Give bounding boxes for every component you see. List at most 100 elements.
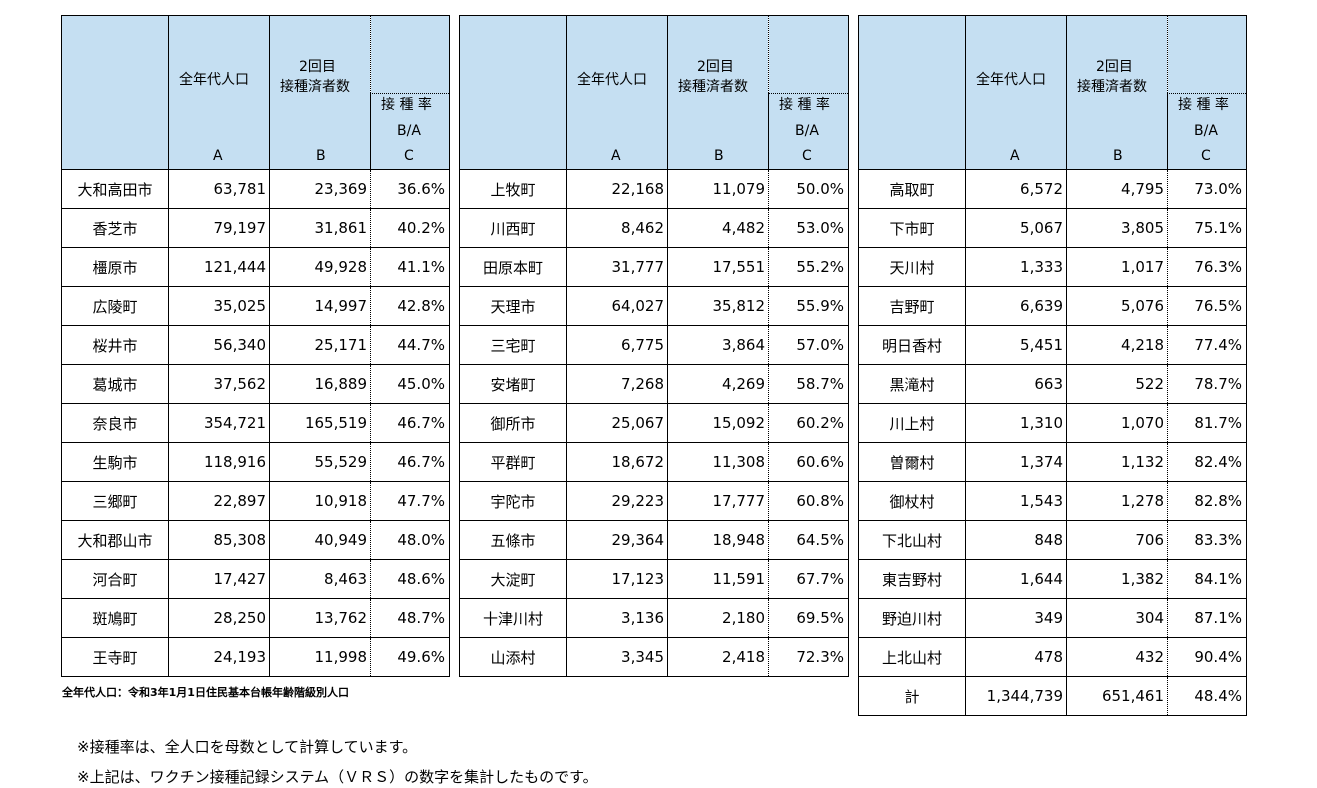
header-municipality <box>61 15 169 170</box>
population-cell: 478 <box>965 637 1067 677</box>
header-rate-line1: 接 種 率 <box>779 97 830 113</box>
header-rate-box <box>370 93 449 170</box>
population-cell: 25,067 <box>566 403 668 443</box>
header-col-a: A <box>1010 148 1020 164</box>
rate-cell: 82.4% <box>1167 442 1247 482</box>
table-1-body: 大和高田市 63,781 23,369 36.6% 香芝市 79,197 31,861 40… <box>61 169 450 677</box>
rate-cell: 81.7% <box>1167 403 1247 443</box>
population-cell: 6,775 <box>566 325 668 365</box>
population-cell: 6,639 <box>965 286 1067 326</box>
population-cell: 29,223 <box>566 481 668 521</box>
header-col-c: C <box>802 148 812 164</box>
table-row: 下北山村 848 706 83.3% <box>858 520 1247 560</box>
rate-cell: 73.0% <box>1167 169 1247 209</box>
header-population: 全年代人口 A <box>168 15 270 170</box>
header-col-c: C <box>404 148 414 164</box>
municipality-name: 川上村 <box>858 403 966 443</box>
rate-cell: 87.1% <box>1167 598 1247 638</box>
municipality-name: 御杖村 <box>858 481 966 521</box>
header-population-label: 全年代人口 <box>577 72 647 88</box>
second-dose-cell: 35,812 <box>667 286 769 326</box>
population-cell: 7,268 <box>566 364 668 404</box>
table-row: 三宅町 6,775 3,864 57.0% <box>459 325 849 365</box>
header-col-b: B <box>1113 148 1123 164</box>
rate-cell: 49.6% <box>370 637 450 677</box>
table-row: 野迫川村 349 304 87.1% <box>858 598 1247 638</box>
header-rate: 接 種 率 B/A C <box>768 15 849 170</box>
second-dose-cell: 15,092 <box>667 403 769 443</box>
population-cell: 63,781 <box>168 169 270 209</box>
table-row: 安堵町 7,268 4,269 58.7% <box>459 364 849 404</box>
population-cell: 22,897 <box>168 481 270 521</box>
municipality-name: 上牧町 <box>459 169 567 209</box>
second-dose-cell: 1,278 <box>1066 481 1168 521</box>
table-row: 生駒市 118,916 55,529 46.7% <box>61 442 450 482</box>
population-cell: 1,310 <box>965 403 1067 443</box>
table-row: 十津川村 3,136 2,180 69.5% <box>459 598 849 638</box>
population-cell: 354,721 <box>168 403 270 443</box>
population-cell: 5,067 <box>965 208 1067 248</box>
population-cell: 37,562 <box>168 364 270 404</box>
header-rate-box <box>768 93 848 170</box>
rate-cell: 78.7% <box>1167 364 1247 404</box>
population-cell: 85,308 <box>168 520 270 560</box>
rate-cell: 48.0% <box>370 520 450 560</box>
footnote-2: ※上記は、ワクチン接種記録システム（ＶＲＳ）の数字を集計したものです。 <box>77 768 598 786</box>
second-dose-cell: 304 <box>1066 598 1168 638</box>
rate-cell: 84.1% <box>1167 559 1247 599</box>
population-cell: 17,123 <box>566 559 668 599</box>
municipality-name: 宇陀市 <box>459 481 567 521</box>
second-dose-cell: 11,998 <box>269 637 371 677</box>
municipality-name: 山添村 <box>459 637 567 677</box>
municipality-name: 野迫川村 <box>858 598 966 638</box>
total-population: 1,344,739 <box>965 676 1067 716</box>
second-dose-cell: 706 <box>1066 520 1168 560</box>
rate-cell: 45.0% <box>370 364 450 404</box>
rate-cell: 69.5% <box>768 598 849 638</box>
table-header-row: 全年代人口 A 2回目 接種済者数 B 接 種 率 B/A C <box>459 15 849 170</box>
second-dose-cell: 522 <box>1066 364 1168 404</box>
vaccination-table-3: 全年代人口 A 2回目 接種済者数 B 接 種 率 B/A C 高取町 6,572… <box>858 15 1247 716</box>
rate-cell: 77.4% <box>1167 325 1247 365</box>
population-cell: 31,777 <box>566 247 668 287</box>
table-row: 桜井市 56,340 25,171 44.7% <box>61 325 450 365</box>
rate-cell: 48.6% <box>370 559 450 599</box>
second-dose-cell: 4,218 <box>1066 325 1168 365</box>
municipality-name: 御所市 <box>459 403 567 443</box>
rate-cell: 42.8% <box>370 286 450 326</box>
population-cell: 28,250 <box>168 598 270 638</box>
table-row: 田原本町 31,777 17,551 55.2% <box>459 247 849 287</box>
rate-cell: 53.0% <box>768 208 849 248</box>
header-rate-line1: 接 種 率 <box>381 97 432 113</box>
municipality-name: 天理市 <box>459 286 567 326</box>
municipality-name: 東吉野村 <box>858 559 966 599</box>
municipality-name: 橿原市 <box>61 247 169 287</box>
header-col-a: A <box>611 148 621 164</box>
rate-cell: 82.8% <box>1167 481 1247 521</box>
second-dose-cell: 11,079 <box>667 169 769 209</box>
header-municipality <box>459 15 567 170</box>
municipality-name: 明日香村 <box>858 325 966 365</box>
header-rate: 接 種 率 B/A C <box>1167 15 1247 170</box>
municipality-name: 五條市 <box>459 520 567 560</box>
header-second-line1: 2回目 <box>299 59 336 75</box>
rate-cell: 60.2% <box>768 403 849 443</box>
municipality-name: 葛城市 <box>61 364 169 404</box>
rate-cell: 58.7% <box>768 364 849 404</box>
header-col-b: B <box>714 148 724 164</box>
header-rate-line2: B/A <box>795 123 819 139</box>
total-label: 計 <box>858 676 966 716</box>
footnote-1: ※接種率は、全人口を母数として計算しています。 <box>77 738 418 756</box>
table-row: 平群町 18,672 11,308 60.6% <box>459 442 849 482</box>
second-dose-cell: 1,017 <box>1066 247 1168 287</box>
municipality-name: 奈良市 <box>61 403 169 443</box>
population-cell: 79,197 <box>168 208 270 248</box>
rate-cell: 41.1% <box>370 247 450 287</box>
population-cell: 6,572 <box>965 169 1067 209</box>
table-row: 宇陀市 29,223 17,777 60.8% <box>459 481 849 521</box>
table-3-body: 高取町 6,572 4,795 73.0% 下市町 5,067 3,805 75.1% 天川… <box>858 169 1247 716</box>
table-row: 葛城市 37,562 16,889 45.0% <box>61 364 450 404</box>
header-rate-line1: 接 種 率 <box>1178 97 1229 113</box>
table-row: 大淀町 17,123 11,591 67.7% <box>459 559 849 599</box>
table-row: 御所市 25,067 15,092 60.2% <box>459 403 849 443</box>
